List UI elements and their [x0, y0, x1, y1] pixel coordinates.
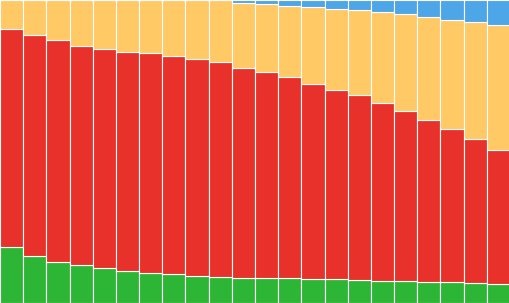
- Bar: [23, 256, 46, 303]
- Bar: [23, 0, 46, 35]
- Bar: [0, 247, 23, 303]
- Bar: [0, 29, 23, 247]
- Bar: [324, 279, 347, 303]
- Bar: [463, 22, 486, 139]
- Bar: [486, 150, 509, 284]
- Bar: [416, 281, 440, 303]
- Bar: [301, 7, 324, 84]
- Bar: [185, 0, 208, 59]
- Bar: [440, 20, 463, 129]
- Bar: [440, 282, 463, 303]
- Bar: [232, 3, 254, 68]
- Bar: [393, 15, 416, 111]
- Bar: [69, 0, 93, 46]
- Bar: [232, 278, 254, 303]
- Bar: [116, 0, 139, 52]
- Bar: [254, 72, 277, 278]
- Bar: [208, 0, 232, 62]
- Bar: [162, 0, 185, 56]
- Bar: [370, 103, 393, 281]
- Bar: [393, 281, 416, 303]
- Bar: [139, 273, 162, 303]
- Bar: [254, 0, 277, 5]
- Bar: [486, 25, 509, 150]
- Bar: [463, 283, 486, 303]
- Bar: [324, 0, 347, 9]
- Bar: [463, 0, 486, 22]
- Bar: [324, 9, 347, 90]
- Bar: [162, 56, 185, 274]
- Bar: [208, 277, 232, 303]
- Bar: [347, 280, 370, 303]
- Bar: [393, 111, 416, 281]
- Bar: [139, 53, 162, 273]
- Bar: [277, 6, 301, 77]
- Bar: [277, 0, 301, 6]
- Bar: [116, 52, 139, 271]
- Bar: [46, 0, 69, 40]
- Bar: [370, 281, 393, 303]
- Bar: [347, 10, 370, 95]
- Bar: [324, 90, 347, 279]
- Bar: [486, 0, 509, 25]
- Bar: [277, 278, 301, 303]
- Bar: [416, 17, 440, 120]
- Bar: [232, 68, 254, 278]
- Bar: [46, 262, 69, 303]
- Bar: [93, 268, 116, 303]
- Bar: [0, 0, 23, 29]
- Bar: [440, 0, 463, 20]
- Bar: [416, 120, 440, 281]
- Bar: [69, 46, 93, 265]
- Bar: [301, 84, 324, 279]
- Bar: [116, 271, 139, 303]
- Bar: [347, 0, 370, 10]
- Bar: [486, 284, 509, 303]
- Bar: [301, 279, 324, 303]
- Bar: [254, 5, 277, 72]
- Bar: [347, 95, 370, 280]
- Bar: [301, 0, 324, 7]
- Bar: [440, 129, 463, 282]
- Bar: [162, 274, 185, 303]
- Bar: [139, 0, 162, 53]
- Bar: [370, 12, 393, 103]
- Bar: [393, 0, 416, 15]
- Bar: [46, 40, 69, 262]
- Bar: [254, 278, 277, 303]
- Bar: [185, 276, 208, 303]
- Bar: [93, 0, 116, 49]
- Bar: [185, 59, 208, 276]
- Bar: [208, 62, 232, 277]
- Bar: [232, 0, 254, 3]
- Bar: [277, 77, 301, 278]
- Bar: [93, 49, 116, 268]
- Bar: [370, 0, 393, 12]
- Bar: [69, 265, 93, 303]
- Bar: [463, 139, 486, 283]
- Bar: [23, 35, 46, 256]
- Bar: [416, 0, 440, 17]
